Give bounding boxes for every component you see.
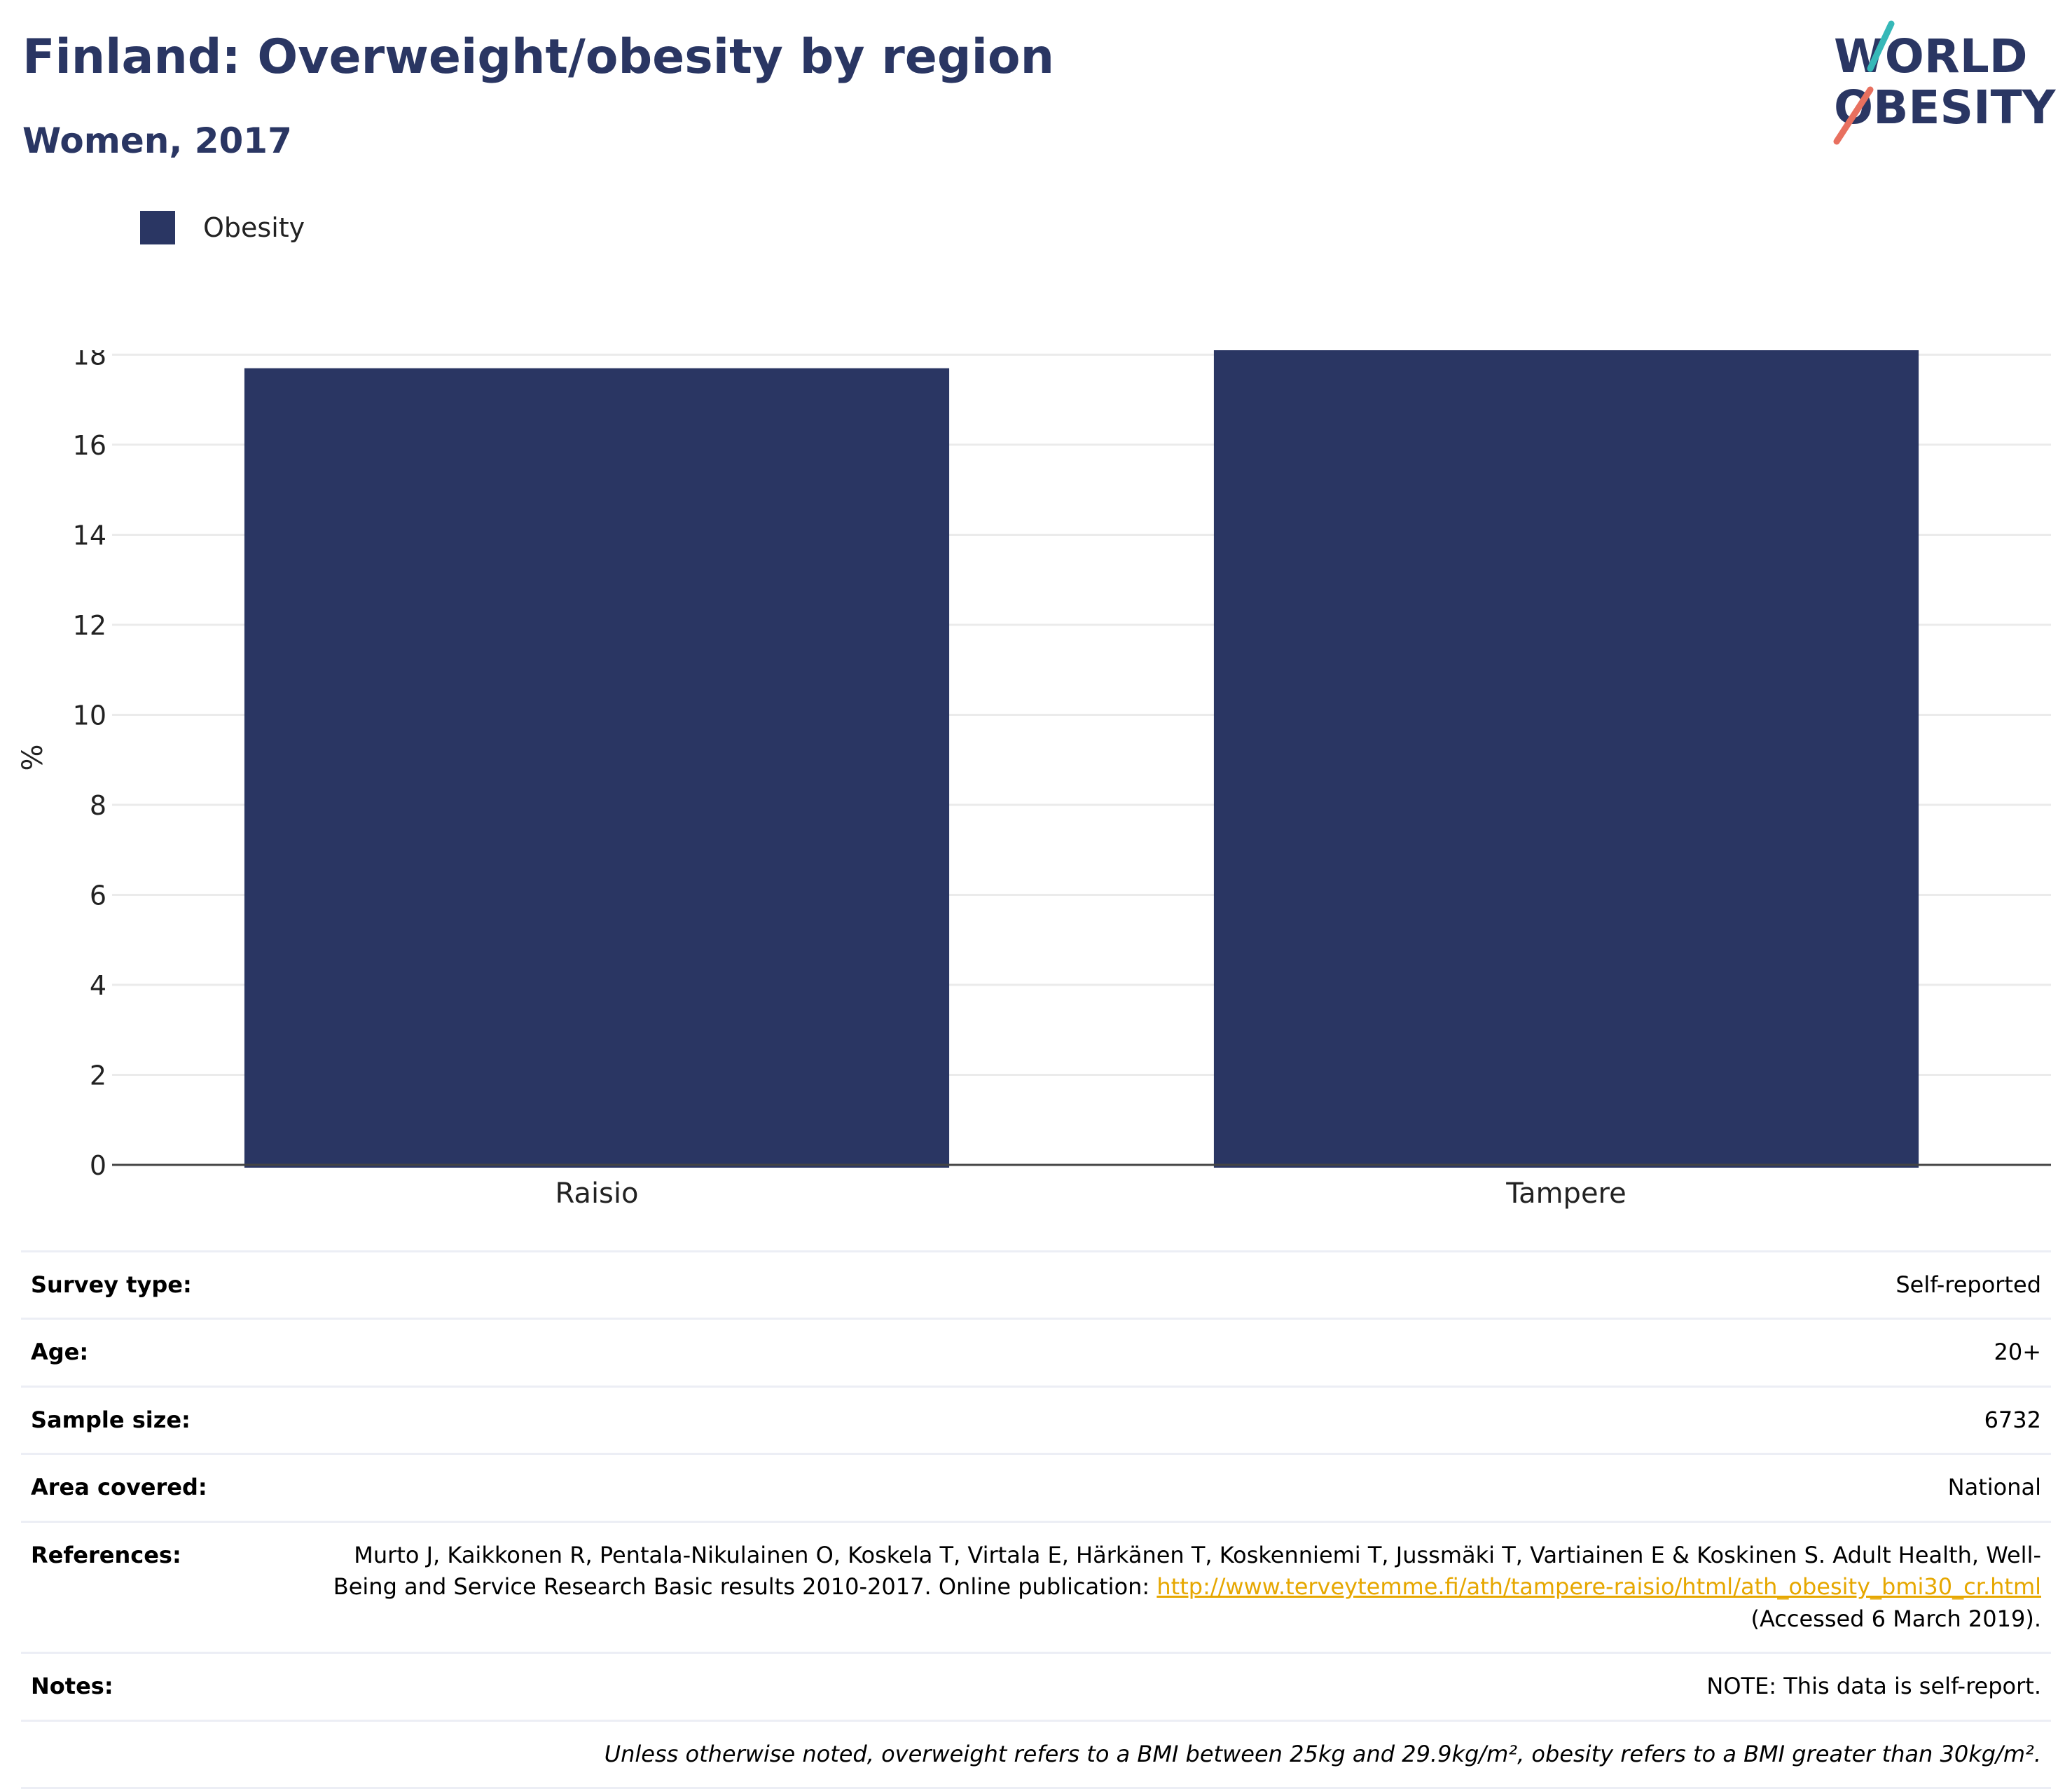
references-value: Murto J, Kaikkonen R, Pentala-Nikulainen… bbox=[321, 1521, 2051, 1652]
meta-value: 20+ bbox=[1994, 1339, 2041, 1366]
footnote: Unless otherwise noted, overweight refer… bbox=[604, 1740, 2041, 1767]
meta-key: Sample size: bbox=[31, 1406, 191, 1433]
bar-tampere bbox=[1213, 350, 1919, 1168]
y-tick-label: 18 bbox=[73, 350, 106, 371]
page-subtitle: Women, 2017 bbox=[22, 120, 292, 161]
meta-key: Survey type: bbox=[31, 1271, 192, 1298]
meta-value: Self-reported bbox=[1895, 1271, 2041, 1298]
meta-row-age: Age: 20+ bbox=[21, 1318, 2051, 1386]
meta-value: NOTE: This data is self-report. bbox=[1706, 1673, 2041, 1700]
y-tick-label: 14 bbox=[73, 520, 106, 551]
svg-text:WORLD: WORLD bbox=[1834, 29, 2028, 83]
references-accessed: (Accessed 6 March 2019). bbox=[1750, 1605, 2041, 1632]
meta-key: Notes: bbox=[31, 1673, 113, 1700]
legend-swatch-obesity bbox=[140, 211, 175, 244]
y-tick-label: 4 bbox=[90, 970, 106, 1001]
bar-raisio bbox=[244, 368, 950, 1168]
y-tick-label: 2 bbox=[90, 1060, 106, 1091]
y-tick-label: 12 bbox=[73, 610, 106, 641]
meta-value: National bbox=[1947, 1474, 2041, 1501]
y-axis-label: % bbox=[17, 744, 49, 771]
x-tick-label: Tampere bbox=[1505, 1177, 1626, 1210]
x-tick-label: Raisio bbox=[555, 1177, 639, 1210]
meta-row-area-covered: Area covered: National bbox=[21, 1453, 2051, 1521]
y-tick-label: 6 bbox=[90, 880, 106, 911]
chart-legend: Obesity bbox=[140, 210, 305, 245]
meta-row-references: References: Murto J, Kaikkonen R, Pental… bbox=[21, 1521, 2051, 1652]
y-tick-label: 0 bbox=[90, 1150, 106, 1181]
world-obesity-logo: WORLD OBESITY bbox=[1833, 20, 2057, 145]
meta-key: References: bbox=[31, 1541, 181, 1568]
y-tick-label: 10 bbox=[73, 700, 106, 731]
meta-row-footnote: Unless otherwise noted, overweight refer… bbox=[21, 1720, 2051, 1788]
meta-key: Age: bbox=[31, 1339, 89, 1366]
meta-key: Area covered: bbox=[31, 1474, 207, 1501]
meta-row-sample-size: Sample size: 6732 bbox=[21, 1386, 2051, 1453]
y-tick-label: 8 bbox=[90, 790, 106, 821]
reference-link[interactable]: http://www.terveytemme.fi/ath/tampere-ra… bbox=[1156, 1573, 2041, 1601]
page-title: Finland: Overweight/obesity by region bbox=[22, 29, 1055, 85]
bar-chart: 0 2 4 6 8 10 12 14 16 18 Raisio Tampere% bbox=[17, 350, 2051, 1210]
metadata-table: Survey type: Self-reported Age: 20+ Samp… bbox=[21, 1250, 2051, 1789]
y-tick-label: 16 bbox=[73, 430, 106, 461]
meta-value: 6732 bbox=[1984, 1406, 2041, 1433]
legend-label-obesity: Obesity bbox=[203, 212, 305, 243]
meta-row-survey-type: Survey type: Self-reported bbox=[21, 1251, 2051, 1319]
references-text: Murto J, Kaikkonen R, Pentala-Nikulainen… bbox=[333, 1541, 2041, 1601]
meta-row-notes: Notes: NOTE: This data is self-report. bbox=[21, 1652, 2051, 1720]
